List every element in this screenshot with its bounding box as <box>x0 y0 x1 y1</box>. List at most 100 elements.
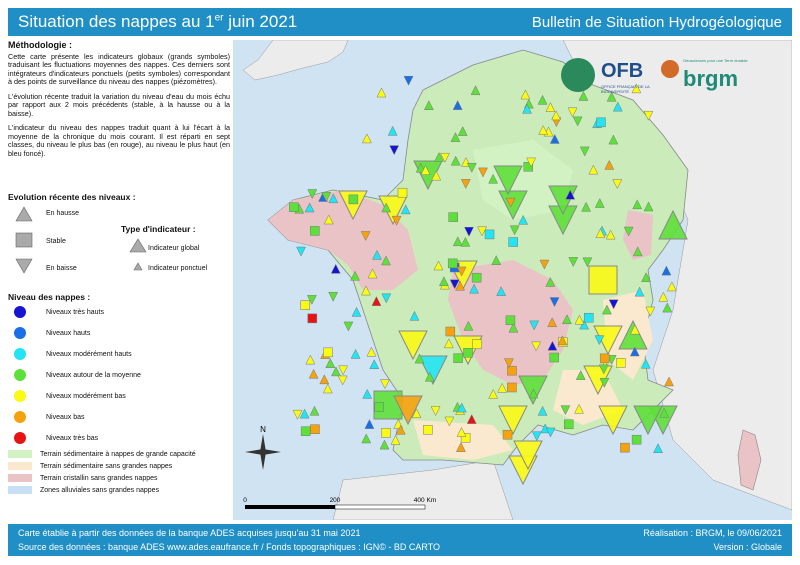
method-text-2: L'évolution récente traduit la variation… <box>8 91 230 118</box>
level-legend-item: Niveaux hauts <box>8 327 90 339</box>
point-stable-marker <box>484 229 495 240</box>
point-rising-marker <box>456 442 466 452</box>
point-stable-marker <box>307 313 318 324</box>
point-rising-marker <box>629 346 640 357</box>
point-stable-marker <box>502 429 513 440</box>
zone-label: Terrain cristallin sans grandes nappes <box>40 474 158 482</box>
point-rising-marker <box>522 103 532 114</box>
france-outline <box>267 49 689 466</box>
point-rising-marker <box>361 433 372 444</box>
point-rising-marker <box>381 255 391 266</box>
point-falling-marker <box>464 226 474 237</box>
point-rising-marker <box>319 374 330 385</box>
level-swatch-icon <box>14 348 26 360</box>
point-falling-marker <box>598 364 609 375</box>
point-falling-marker <box>606 355 617 365</box>
point-rising-marker <box>443 338 454 349</box>
zone-swatch-icon <box>8 474 32 482</box>
ofb-logo-text: OFB <box>601 60 644 82</box>
global-falling-marker <box>633 405 663 436</box>
footer-bar: Carte établie à partir des données de la… <box>8 524 792 556</box>
point-stable-marker <box>323 347 333 358</box>
point-stable-marker <box>453 353 463 363</box>
point-falling-marker <box>337 375 348 386</box>
global-rising-marker <box>618 319 648 350</box>
point-rising-marker <box>415 162 426 173</box>
point-rising-marker <box>366 346 377 357</box>
point-rising-marker <box>371 296 382 306</box>
point-falling-marker <box>478 167 488 178</box>
point-rising-marker <box>575 370 586 380</box>
point-falling-marker <box>643 110 654 121</box>
north-label: N <box>260 425 266 434</box>
level-legend-item: Niveaux modérément bas <box>8 390 126 402</box>
point-rising-marker <box>450 155 461 166</box>
level-label: Niveaux très hauts <box>46 308 104 316</box>
level-legend-item: Niveaux autour de la moyenne <box>8 369 141 381</box>
point-falling-marker <box>526 157 537 168</box>
scale-bar <box>245 504 426 510</box>
point-rising-marker <box>362 388 373 399</box>
point-rising-marker <box>439 276 449 287</box>
point-rising-marker <box>423 100 434 111</box>
point-stable-marker <box>397 187 408 198</box>
point-rising-marker <box>390 434 401 445</box>
level-swatch-icon <box>14 369 26 381</box>
point-rising-marker <box>659 407 670 418</box>
type-heading: Type d'indicateur : <box>121 224 196 234</box>
legend-panel: Méthodologie : Cette carte présente les … <box>8 40 230 512</box>
point-rising-marker <box>450 132 461 142</box>
point-rising-marker <box>604 159 615 170</box>
scale-label-400: 400 Km <box>414 497 436 504</box>
level-legend-item: Niveaux très hauts <box>8 306 104 318</box>
point-falling-marker <box>477 226 487 237</box>
point-falling-marker <box>381 293 392 304</box>
point-falling-marker <box>444 416 455 427</box>
evolution-down-label: En baisse <box>46 265 77 272</box>
evolution-heading: Evolution récente des niveaux : <box>8 192 136 202</box>
point-rising-marker <box>350 348 361 359</box>
point-rising-marker <box>537 405 548 416</box>
indicator-markers <box>289 75 688 486</box>
point-rising-marker <box>602 304 612 315</box>
point-rising-marker <box>364 419 375 429</box>
point-falling-marker <box>549 297 560 308</box>
point-rising-marker <box>361 133 372 144</box>
point-rising-marker <box>424 371 435 382</box>
point-falling-marker <box>338 365 348 376</box>
brgm-logo-icon <box>661 60 679 78</box>
point-rising-marker <box>491 255 502 265</box>
point-rising-marker <box>369 359 380 370</box>
point-stable-marker <box>448 212 458 222</box>
point-rising-marker <box>304 202 315 213</box>
point-rising-marker <box>631 83 642 94</box>
point-falling-marker <box>466 162 477 173</box>
point-rising-marker <box>305 354 316 365</box>
zone-swatch-icon <box>8 486 32 494</box>
point-falling-marker <box>391 215 402 226</box>
global-falling-marker <box>498 405 528 436</box>
global-falling-marker <box>598 405 628 436</box>
point-falling-marker <box>307 189 318 200</box>
zone-legend-item: Terrain sédimentaire sans grandes nappes <box>8 462 172 470</box>
point-falling-marker <box>292 409 303 420</box>
point-falling-marker <box>531 431 542 442</box>
point-rising-marker <box>574 403 584 414</box>
point-rising-marker <box>433 260 444 271</box>
point-rising-marker <box>565 189 576 200</box>
type-global-label: Indicateur global <box>148 245 200 252</box>
point-rising-marker <box>608 134 619 145</box>
point-rising-marker <box>574 314 585 325</box>
point-stable-marker <box>374 402 385 412</box>
point-rising-marker <box>325 358 336 368</box>
point-rising-marker <box>606 91 617 102</box>
point-stable-marker <box>381 428 391 438</box>
point-falling-marker <box>568 257 579 267</box>
point-rising-marker <box>330 263 341 274</box>
global-falling-marker <box>398 330 428 361</box>
point-rising-marker <box>452 236 463 247</box>
scale-label-200: 200 <box>330 497 341 504</box>
point-falling-marker <box>403 75 414 86</box>
point-stable-marker <box>616 358 626 368</box>
type-point-label: Indicateur ponctuel <box>148 265 208 272</box>
